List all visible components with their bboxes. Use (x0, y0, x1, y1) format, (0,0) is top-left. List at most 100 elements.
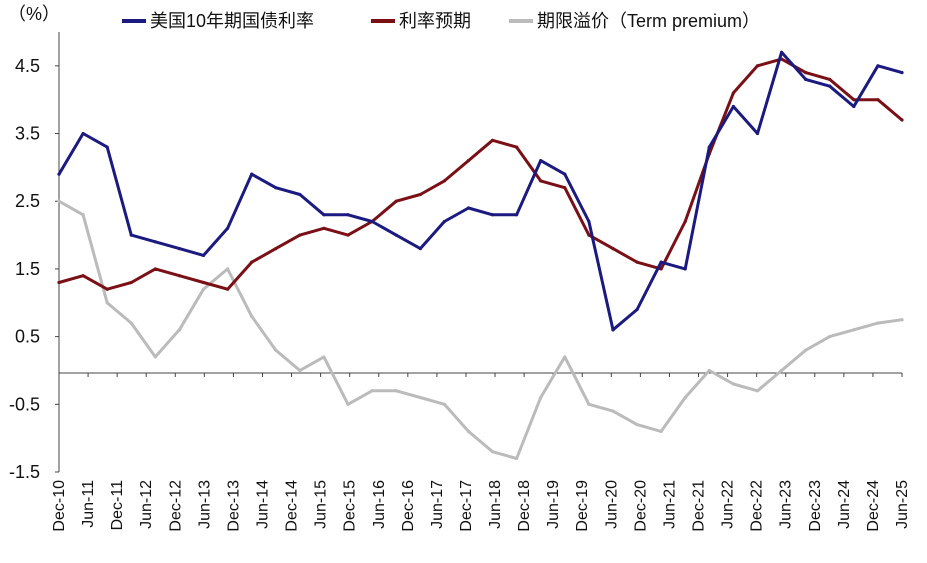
series-2-point (731, 382, 736, 386)
x-tick-label: Dec-22 (749, 480, 766, 532)
series-2-point (201, 287, 206, 291)
series-0-point (659, 260, 663, 264)
y-tick-label: 3.5 (15, 124, 40, 144)
x-tick-label: Jun-20 (603, 480, 620, 529)
series-0-point (250, 172, 254, 176)
series-1-point (900, 118, 904, 122)
series-2-point (659, 429, 663, 433)
series-0-point (683, 267, 687, 271)
series-0-point (129, 233, 133, 237)
x-tick-label: Jun-23 (778, 480, 795, 529)
x-tick-label: Dec-10 (51, 480, 68, 532)
series-0-point (346, 213, 350, 217)
series-2-point (900, 318, 904, 322)
series-1-point (201, 280, 206, 285)
series-1-point (587, 233, 591, 237)
series-0-point (201, 253, 206, 257)
series-1-point (539, 179, 543, 183)
x-tick-label: Jun-24 (836, 480, 853, 529)
series-2-point (828, 335, 832, 339)
series-0-point (828, 84, 832, 88)
series-0-point (177, 247, 182, 251)
series-2-point (226, 267, 230, 271)
series-line-1 (57, 57, 904, 291)
series-0-point (226, 226, 230, 230)
series-0-point (153, 240, 157, 244)
series-0-point (418, 247, 422, 251)
series-line-0 (57, 50, 904, 332)
y-tick-label: 4.5 (15, 56, 40, 76)
series-0-point (635, 307, 639, 312)
series-2-point (298, 368, 302, 373)
series-1-point (274, 247, 278, 251)
series-0-point (900, 71, 904, 75)
series-0-point (707, 145, 711, 149)
series-1-point (852, 98, 856, 102)
series-layer (57, 50, 904, 461)
legend-layer: 美国10年期国债利率 利率预期 期限溢价（Term premium） (122, 11, 760, 31)
series-2-point (587, 402, 591, 406)
series-0-point (876, 64, 880, 68)
series-2-point (611, 409, 615, 413)
x-tick-label: Dec-24 (865, 480, 882, 532)
series-0-point (322, 213, 326, 217)
x-tick-label: Jun-16 (371, 480, 388, 529)
series-2-point (250, 314, 254, 318)
x-tick-label: Jun-14 (254, 480, 271, 529)
series-1-point (828, 77, 832, 81)
x-tick-label: Jun-13 (196, 480, 213, 529)
series-1-point (466, 159, 471, 163)
series-0-point (466, 206, 471, 210)
series-0-point (587, 219, 591, 224)
series-2-point (57, 199, 61, 203)
series-1-point (611, 247, 615, 251)
y-tick-label: 2.5 (15, 191, 40, 211)
series-1-point (683, 219, 687, 224)
x-tick-label: Dec-13 (225, 480, 242, 532)
series-2-point (81, 213, 85, 217)
series-1-point (442, 179, 446, 183)
x-tick-label: Dec-19 (574, 480, 591, 532)
series-1-point (418, 192, 422, 197)
series-0-point (755, 131, 760, 136)
legend-label-1: 利率预期 (399, 11, 471, 31)
series-0-point (298, 192, 302, 197)
series-2-point (274, 348, 278, 352)
series-0-point (779, 50, 784, 54)
series-2-point (804, 348, 808, 352)
x-tick-label: Dec-14 (284, 480, 301, 532)
series-2-point (683, 395, 687, 400)
series-2-point (129, 321, 133, 325)
x-tick-label: Jun-12 (138, 480, 155, 529)
series-2-point (418, 395, 422, 400)
x-tick-label: Jun-17 (429, 480, 446, 529)
tick-layer: 4.5 3.5 2.5 1.5 0.5 -0.5 -1.5 Dec-10 Jun-11 Dec-1… (9, 56, 911, 532)
series-0-point (442, 219, 446, 224)
series-1-point (346, 233, 350, 237)
series-0-point (539, 159, 543, 163)
series-2-point (515, 456, 519, 461)
x-tick-label: Dec-23 (807, 480, 824, 532)
series-1-point (105, 287, 109, 291)
series-2-point (852, 328, 856, 332)
x-tick-label: Dec-18 (516, 480, 533, 532)
series-2-point (876, 321, 880, 325)
series-2-point (466, 429, 471, 433)
series-1-point (515, 145, 519, 149)
series-0-point (731, 104, 736, 109)
series-0-point (490, 213, 495, 217)
x-tick-label: Jun-11 (80, 480, 97, 528)
series-2-point (442, 402, 446, 406)
series-0-point (105, 145, 109, 149)
series-1-point (177, 274, 182, 278)
x-tick-label: Jun-21 (661, 480, 678, 529)
x-tick-label: Jun-22 (720, 480, 737, 529)
x-tick-label: Dec-17 (458, 480, 475, 532)
series-2-point (563, 355, 567, 359)
series-2-point (177, 328, 182, 332)
x-tick-label: Dec-15 (342, 480, 359, 532)
series-1-point (659, 267, 663, 271)
series-0-point (57, 172, 61, 176)
